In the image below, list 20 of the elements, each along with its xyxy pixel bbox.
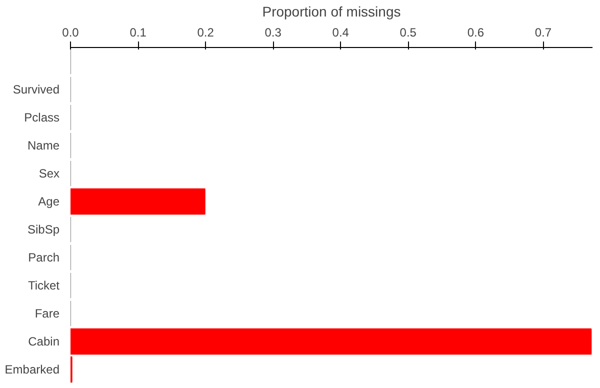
x-axis-title: Proportion of missings — [262, 4, 401, 20]
x-tick-label: 0.4 — [332, 26, 350, 40]
y-tick-label: Name — [27, 138, 60, 152]
y-tick-label: Embarked — [4, 362, 60, 376]
y-tick-label: Sex — [38, 166, 60, 180]
y-tick-label: Parch — [28, 250, 60, 264]
y-tick-label: Age — [38, 194, 60, 208]
x-tick-label: 0.3 — [264, 26, 282, 40]
y-tick-label: Ticket — [28, 278, 60, 292]
x-tick-label: 0.0 — [62, 26, 80, 40]
y-tick-label: Fare — [34, 306, 60, 320]
x-tick-label: 0.2 — [197, 26, 214, 40]
y-tick-label: SibSp — [27, 222, 60, 236]
y-tick-label: Pclass — [24, 110, 60, 124]
y-tick-label: Survived — [12, 82, 60, 96]
y-tick-label: Cabin — [28, 334, 60, 348]
x-tick-label: 0.1 — [130, 26, 147, 40]
x-tick-label: 0.7 — [534, 26, 552, 40]
x-tick-label: 0.5 — [400, 26, 417, 40]
x-tick-label: 0.6 — [467, 26, 484, 40]
